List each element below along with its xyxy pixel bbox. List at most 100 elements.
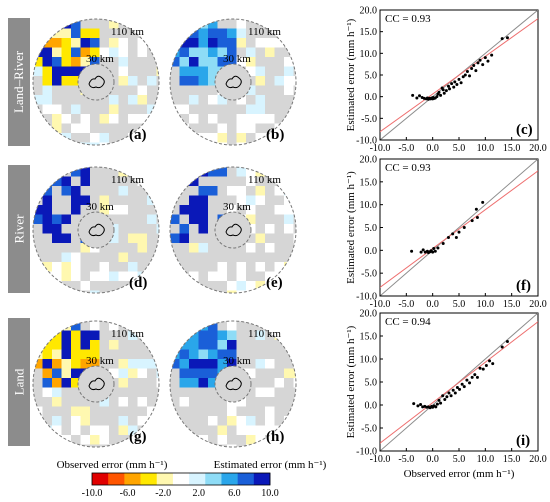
- grid-cell: [118, 271, 128, 281]
- grid-cell: [274, 186, 284, 196]
- grid-cell: [71, 321, 81, 331]
- outer-range-ring: [32, 166, 160, 294]
- colorbar-segment: [237, 473, 255, 485]
- grid-cell: [128, 114, 138, 124]
- grid-cell: [71, 359, 81, 369]
- grid-cell: [246, 214, 256, 224]
- grid-cell: [284, 368, 294, 378]
- grid-cell: [236, 19, 246, 29]
- grid-cell: [284, 425, 294, 435]
- grid-cell: [33, 66, 43, 76]
- grid-cell: [109, 444, 119, 447]
- grid-cell: [52, 387, 62, 397]
- data-point: [418, 94, 421, 98]
- grid-cell: [265, 271, 275, 281]
- grid-cell: [109, 271, 119, 281]
- grid-cell: [227, 321, 237, 331]
- grid-cell: [137, 38, 147, 48]
- grid-cell: [236, 28, 246, 38]
- x-tick-label: 5.0: [453, 454, 466, 465]
- data-point: [465, 378, 469, 382]
- inner-ring-label: 30 km: [86, 53, 114, 65]
- grid-cell: [109, 340, 119, 350]
- grid-cell: [217, 340, 227, 350]
- data-point: [488, 359, 492, 363]
- grid-cell: [80, 416, 90, 426]
- grid-cell: [246, 47, 256, 57]
- grid-cell: [90, 359, 100, 369]
- data-point: [505, 36, 509, 40]
- grid-cell: [293, 114, 296, 124]
- grid-cell: [90, 340, 100, 350]
- grid-cell: [179, 57, 189, 67]
- y-tick-label: 5.0: [365, 223, 378, 234]
- colorbar-segment: [189, 473, 206, 485]
- grid-cell: [71, 406, 81, 416]
- grid-cell: [128, 330, 138, 340]
- plot-lines: [380, 159, 538, 296]
- grid-cell: [246, 57, 256, 67]
- grid-cell: [265, 224, 275, 234]
- panel-label: (e): [266, 275, 283, 291]
- grid-cell: [246, 444, 256, 447]
- plot-lines: [380, 313, 538, 451]
- inner-range-ring: [77, 211, 115, 249]
- x-tick-label: 20.0: [529, 143, 547, 154]
- grid-cell: [208, 19, 218, 29]
- grid-cell: [265, 359, 275, 369]
- grid-cell: [61, 233, 71, 243]
- grid-cell: [179, 397, 189, 407]
- grid-cell: [90, 57, 100, 67]
- data-point: [446, 236, 450, 240]
- grid-cell: [189, 368, 199, 378]
- grid-cell: [198, 38, 208, 48]
- grid-cell: [42, 47, 52, 57]
- grid-cell: [156, 205, 159, 215]
- grid-cell: [255, 133, 265, 143]
- data-point: [437, 90, 441, 94]
- grid-cell: [80, 435, 90, 445]
- data-point: [505, 340, 509, 344]
- grid-cell: [33, 290, 43, 293]
- row-label-land: Land: [8, 318, 30, 446]
- grid-cell: [71, 76, 81, 86]
- grid-cell: [198, 349, 208, 359]
- inner-ring-label: 30 km: [223, 53, 251, 65]
- grid-cell: [170, 349, 180, 359]
- grid-cell: [284, 19, 294, 29]
- grid-cell: [217, 359, 227, 369]
- grid-cell: [33, 57, 43, 67]
- grid-cell: [109, 38, 119, 48]
- outer-ring-label: 110 km: [111, 328, 144, 340]
- grid-cell: [227, 340, 237, 350]
- grid-cell: [217, 425, 227, 435]
- grid-cell: [284, 57, 294, 67]
- grid-cell: [293, 378, 296, 388]
- grid-cell: [71, 378, 81, 388]
- grid-cell: [80, 195, 90, 205]
- data-point: [500, 345, 504, 349]
- grid-cell: [33, 359, 43, 369]
- data-point: [451, 388, 455, 392]
- data-point: [443, 397, 447, 401]
- grid-cell: [109, 114, 119, 124]
- grid-cell: [137, 359, 147, 369]
- y-tick-label: 10.0: [360, 49, 378, 60]
- grid-cell: [189, 133, 199, 143]
- grid-cell: [198, 330, 208, 340]
- grid-cell: [61, 340, 71, 350]
- grid-cell: [128, 271, 138, 281]
- grid-cell: [128, 95, 138, 105]
- grid-cell: [217, 167, 227, 177]
- grid-cell: [179, 330, 189, 340]
- x-tick-label: -5.0: [398, 454, 414, 465]
- inner-ring-label: 30 km: [223, 201, 251, 213]
- inner-range-ring: [214, 63, 252, 101]
- error-map-panel: 110 km 30 km (a): [32, 18, 160, 146]
- error-map-panel: 110 km 30 km (g): [32, 320, 160, 448]
- grid-cell: [90, 28, 100, 38]
- grid-cell: [52, 66, 62, 76]
- grid-cell: [179, 281, 189, 291]
- grid-cell: [90, 290, 100, 293]
- data-point: [470, 375, 474, 379]
